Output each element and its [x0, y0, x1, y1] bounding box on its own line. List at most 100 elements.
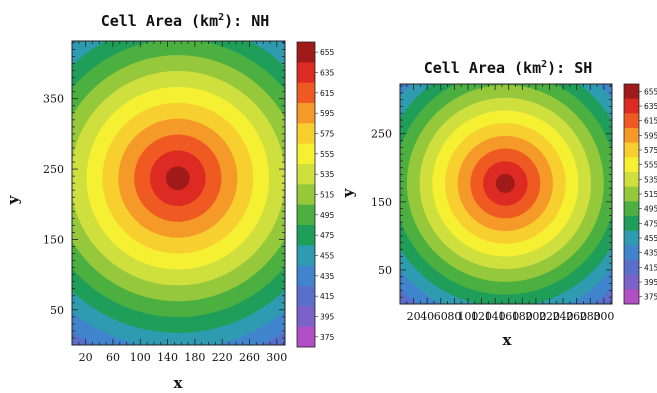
- sh-contour-band: [495, 173, 515, 193]
- sh-x-tick-label: 240: [553, 310, 574, 323]
- sh-colorbar-swatch: [624, 260, 639, 275]
- nh-plot-area: [72, 41, 285, 345]
- nh-colorbar-label: 515: [320, 191, 335, 200]
- nh-x-tick-label: 180: [184, 351, 205, 364]
- nh-colorbar-swatch: [297, 265, 315, 287]
- nh-colorbar-label: 655: [320, 48, 335, 57]
- sh-colorbar-label: 575: [644, 146, 657, 155]
- sh-colorbar-label: 475: [644, 219, 657, 228]
- sh-x-axis-label: x: [503, 331, 513, 349]
- nh-plot-frame: [71, 40, 286, 346]
- nh-x-tick-label: 300: [266, 351, 287, 364]
- nh-x-tick-label: 220: [212, 351, 233, 364]
- sh-title: Cell Area (km2): SH: [424, 59, 593, 77]
- sh-colorbar-label: 395: [644, 278, 657, 287]
- sh-x-tick-label: 100: [457, 310, 478, 323]
- nh-colorbar-swatch: [297, 164, 315, 185]
- sh-colorbar-label: 415: [644, 263, 657, 272]
- nh-axes: 20 60 100 140 180 220 260 300 50 150 250 350: [43, 40, 287, 364]
- nh-colorbar-label: 615: [320, 89, 335, 98]
- nh-colorbar-swatch: [297, 184, 315, 205]
- sh-colorbar-label: 455: [644, 234, 657, 243]
- nh-colorbar-label: 495: [320, 211, 335, 220]
- sh-colorbar-label: 595: [644, 131, 657, 140]
- nh-colorbar-swatch: [297, 42, 315, 63]
- nh-x-tick-label: 140: [157, 351, 178, 364]
- nh-colorbar-swatch: [297, 62, 315, 83]
- sh-colorbar-label: 495: [644, 205, 657, 214]
- nh-x-tick-label: 100: [130, 351, 151, 364]
- sh-colorbar-label: 555: [644, 161, 657, 170]
- nh-colorbar-swatch: [297, 326, 315, 348]
- nh-colorbar-swatch: [297, 143, 315, 165]
- nh-panel: Cell Area (km2): NH 20 60 100 140 180 220 260 3…: [4, 12, 335, 392]
- sh-colorbar-swatch: [624, 157, 639, 173]
- sh-colorbar-swatch: [624, 230, 639, 246]
- sh-colorbar-swatch: [624, 186, 639, 202]
- sh-x-tick-label: 120: [471, 310, 492, 323]
- nh-colorbar-label: 455: [320, 252, 335, 261]
- sh-colorbar-swatch: [624, 142, 639, 158]
- sh-colorbar-label: 615: [644, 117, 657, 126]
- sh-x-tick-label: 20: [407, 310, 421, 323]
- sh-axes: 20 40 60 8010012014016018020022024026028030…: [371, 83, 614, 323]
- sh-x-tick-label: 280: [580, 310, 601, 323]
- nh-x-axis-label: x: [174, 374, 184, 392]
- sh-colorbar-swatch: [624, 289, 639, 305]
- sh-colorbar-swatch: [624, 113, 639, 129]
- nh-colorbar-swatch: [297, 225, 315, 246]
- sh-x-tick-label: 80: [447, 310, 461, 323]
- sh-x-tick-label: 260: [566, 310, 587, 323]
- nh-y-tick-label: 50: [50, 304, 64, 317]
- sh-y-tick-label: 50: [378, 264, 392, 277]
- sh-plot-area: [400, 84, 612, 304]
- nh-colorbar-label: 575: [320, 130, 335, 139]
- sh-colorbar-label: 515: [644, 190, 657, 199]
- nh-colorbar-label: 375: [320, 333, 335, 342]
- sh-contour-field: [400, 84, 612, 304]
- nh-colorbar-swatch: [297, 103, 315, 124]
- nh-colorbar-label: 535: [320, 170, 335, 179]
- sh-colorbar-swatch: [624, 172, 639, 187]
- nh-colorbar-swatch: [297, 306, 315, 327]
- nh-colorbar-label: 555: [320, 150, 335, 159]
- sh-y-tick-label: 250: [371, 128, 392, 141]
- nh-colorbar-swatch: [297, 82, 315, 104]
- sh-x-tick-label: 300: [593, 310, 614, 323]
- sh-x-tick-label: 220: [539, 310, 560, 323]
- sh-colorbar-label: 535: [644, 175, 657, 184]
- nh-y-tick-label: 350: [43, 93, 64, 106]
- nh-contour-field: [72, 41, 285, 345]
- nh-x-tick-label: 260: [239, 351, 260, 364]
- nh-colorbar-swatch: [297, 286, 315, 307]
- nh-colorbar-swatch: [297, 245, 315, 266]
- sh-colorbar-label: 635: [644, 102, 657, 111]
- sh-colorbar-label: 655: [644, 87, 657, 96]
- nh-colorbar-swatch: [297, 123, 315, 144]
- sh-colorbar-label: 435: [644, 249, 657, 258]
- nh-title: Cell Area (km2): NH: [101, 12, 270, 30]
- sh-colorbar-swatch: [624, 216, 639, 231]
- nh-y-tick-label: 150: [43, 233, 64, 246]
- sh-x-tick-label: 140: [485, 310, 506, 323]
- sh-y-tick-label: 150: [371, 196, 392, 209]
- sh-colorbar-swatch: [624, 84, 639, 99]
- nh-colorbar: 655 635 615 595 575 555 535 515 495 475 455 435 415 3…: [296, 41, 335, 348]
- nh-x-tick-label: 20: [79, 351, 93, 364]
- nh-y-tick-label: 250: [43, 163, 64, 176]
- sh-colorbar-swatch: [624, 98, 639, 114]
- sh-colorbar-swatch: [624, 201, 639, 217]
- nh-colorbar-label: 435: [320, 272, 335, 281]
- sh-colorbar-label: 375: [644, 293, 657, 302]
- nh-colorbar-frame: [296, 41, 316, 348]
- sh-x-tick-label: 60: [434, 310, 448, 323]
- nh-colorbar-label: 635: [320, 69, 335, 78]
- sh-plot-frame: [399, 83, 613, 305]
- nh-colorbar-label: 415: [320, 292, 335, 301]
- sh-x-tick-label: 40: [420, 310, 434, 323]
- nh-y-axis-label: y: [4, 194, 22, 205]
- sh-x-tick-label: 200: [525, 310, 546, 323]
- sh-colorbar-swatch: [624, 245, 639, 261]
- nh-x-tick-label: 60: [106, 351, 120, 364]
